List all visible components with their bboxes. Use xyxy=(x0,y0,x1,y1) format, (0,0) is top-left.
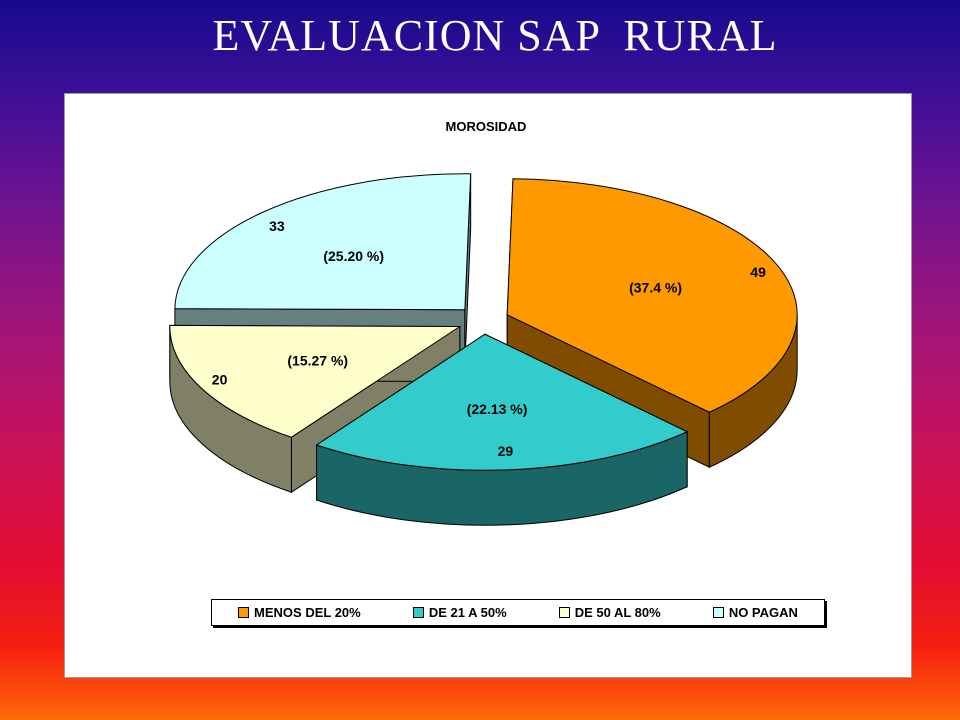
legend-label: MENOS DEL 20% xyxy=(254,605,361,620)
slice-21-50-top xyxy=(315,333,689,471)
pie-chart: MOROSIDAD 49 (37.4 %) 29 (22.13 %) 20 (15.27 … xyxy=(169,119,798,526)
slice-no-pagan-top xyxy=(174,173,472,311)
value-label-no-pagan: 33 xyxy=(269,218,285,234)
pct-label-21-50: (22.13 %) xyxy=(467,401,528,417)
value-label-21-50: 29 xyxy=(498,443,514,459)
slice-50-80-top xyxy=(169,324,462,438)
slice-menos-20-top xyxy=(506,178,798,413)
legend-item: DE 50 AL 80% xyxy=(558,605,661,620)
pct-label-no-pagan: (25.20 %) xyxy=(323,248,384,264)
chart-title: MOROSIDAD xyxy=(446,119,527,134)
legend-item: MENOS DEL 20% xyxy=(238,605,361,620)
legend-swatch xyxy=(558,607,570,618)
legend-label: NO PAGAN xyxy=(728,605,798,620)
legend-swatch xyxy=(238,607,250,618)
chart-panel: MOROSIDAD 49 (37.4 %) 29 (22.13 %) 20 (15.27 … xyxy=(64,93,912,678)
pct-label-menos-20: (37.4 %) xyxy=(629,279,682,295)
legend-swatch xyxy=(712,607,724,618)
legend-item: NO PAGAN xyxy=(712,605,798,620)
value-label-50-80: 20 xyxy=(212,372,228,388)
legend-swatch xyxy=(412,607,424,618)
value-label-menos-20: 49 xyxy=(750,264,766,280)
pct-label-50-80: (15.27 %) xyxy=(287,352,348,368)
chart-legend: MENOS DEL 20% DE 21 A 50% DE 50 AL 80% NO P… xyxy=(211,599,825,626)
slice-21-50 xyxy=(315,333,689,526)
legend-item: DE 21 A 50% xyxy=(412,605,507,620)
legend-label: DE 21 A 50% xyxy=(428,605,507,620)
legend-label: DE 50 AL 80% xyxy=(574,605,661,620)
slide-title: EVALUACION SAP RURAL xyxy=(212,11,778,60)
